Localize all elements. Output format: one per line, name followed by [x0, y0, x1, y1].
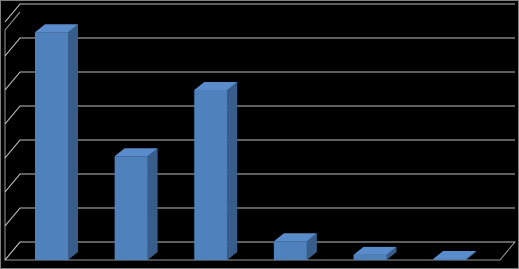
grid-line [4, 37, 515, 57]
bar [35, 24, 78, 261]
grid-line-segment [4, 3, 515, 23]
grid-line [4, 241, 515, 261]
bar [273, 233, 317, 260]
grid-line [4, 105, 515, 125]
bar-side [466, 250, 477, 260]
bar-side [68, 24, 78, 261]
bar [353, 246, 397, 260]
bar [114, 148, 158, 260]
bar-top [194, 82, 238, 90]
bar-front [35, 32, 68, 261]
bar-top [433, 250, 477, 259]
grid-line-segment [4, 139, 515, 159]
grid-line-segment [4, 37, 515, 57]
grid-line-segment [4, 105, 515, 125]
bar [433, 250, 477, 260]
bar-front [194, 90, 228, 260]
grid-line [4, 71, 515, 91]
bar-front [114, 156, 148, 260]
grid-line [4, 173, 515, 193]
bar-front [273, 241, 307, 260]
bar-side [227, 82, 238, 260]
wall-outline [4, 11, 21, 260]
grid-line-segment [4, 71, 515, 91]
grid-line [4, 207, 515, 227]
bar-side [147, 148, 158, 260]
bar-top [273, 233, 317, 242]
bar-front [433, 258, 467, 260]
bar-front [353, 254, 387, 260]
bar-top [353, 246, 397, 255]
bar [194, 82, 238, 260]
grid-line-segment [4, 207, 515, 227]
bar-top [35, 24, 78, 33]
grid-line-segment [4, 241, 515, 261]
grid-line [4, 139, 515, 159]
bar-top [114, 148, 158, 157]
grid-line [4, 3, 515, 23]
grid-line-segment [4, 173, 515, 193]
bar-side [306, 233, 317, 260]
bar-side [386, 246, 397, 260]
